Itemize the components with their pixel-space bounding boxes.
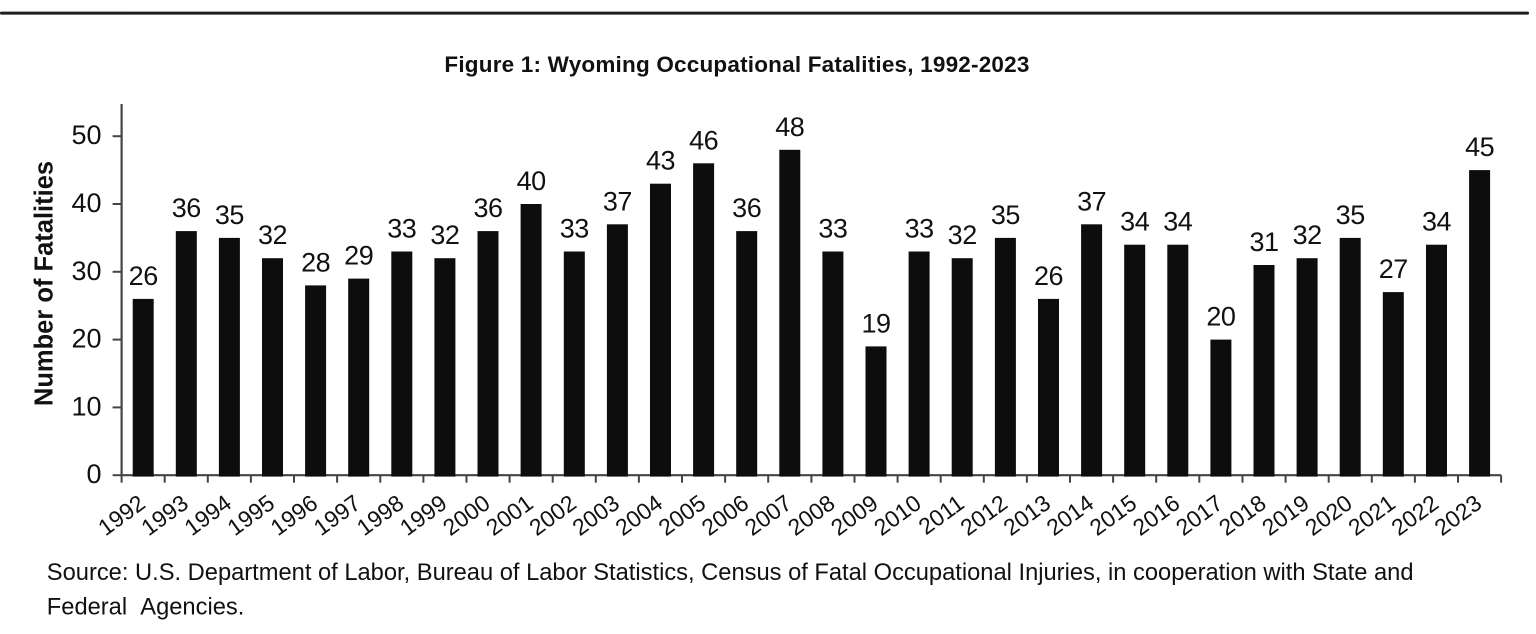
svg-text:36: 36 bbox=[732, 193, 761, 223]
svg-text:46: 46 bbox=[689, 125, 718, 155]
svg-text:35: 35 bbox=[991, 200, 1020, 230]
svg-text:33: 33 bbox=[387, 214, 416, 244]
svg-text:48: 48 bbox=[775, 112, 804, 142]
svg-text:30: 30 bbox=[71, 256, 101, 286]
svg-text:26: 26 bbox=[1034, 261, 1063, 291]
svg-text:28: 28 bbox=[301, 247, 330, 277]
svg-text:27: 27 bbox=[1379, 254, 1408, 284]
svg-text:0: 0 bbox=[86, 459, 101, 489]
svg-text:33: 33 bbox=[560, 214, 589, 244]
svg-text:34: 34 bbox=[1120, 207, 1150, 237]
svg-text:40: 40 bbox=[71, 188, 101, 218]
svg-text:36: 36 bbox=[172, 193, 201, 223]
svg-text:26: 26 bbox=[129, 261, 158, 291]
svg-text:37: 37 bbox=[603, 186, 632, 216]
svg-text:19: 19 bbox=[861, 308, 890, 338]
svg-text:34: 34 bbox=[1422, 207, 1452, 237]
svg-text:45: 45 bbox=[1465, 132, 1494, 162]
svg-text:20: 20 bbox=[71, 324, 101, 354]
svg-text:32: 32 bbox=[258, 220, 287, 250]
svg-text:33: 33 bbox=[905, 214, 934, 244]
svg-text:32: 32 bbox=[430, 220, 459, 250]
svg-text:35: 35 bbox=[215, 200, 244, 230]
svg-text:10: 10 bbox=[71, 391, 101, 421]
svg-text:Figure 1: Wyoming Occupational: Figure 1: Wyoming Occupational Fatalitie… bbox=[444, 52, 1029, 77]
svg-text:40: 40 bbox=[517, 166, 546, 196]
svg-text:35: 35 bbox=[1336, 200, 1365, 230]
svg-text:29: 29 bbox=[344, 241, 373, 271]
svg-text:Number of Fatalities: Number of Fatalities bbox=[30, 161, 58, 406]
svg-text:31: 31 bbox=[1249, 227, 1278, 257]
svg-text:32: 32 bbox=[948, 220, 977, 250]
svg-text:34: 34 bbox=[1163, 207, 1193, 237]
svg-text:33: 33 bbox=[818, 214, 847, 244]
svg-text:32: 32 bbox=[1293, 220, 1322, 250]
svg-text:50: 50 bbox=[71, 120, 101, 150]
svg-text:37: 37 bbox=[1077, 186, 1106, 216]
svg-text:Federal Agencies.: Federal Agencies. bbox=[47, 595, 245, 621]
svg-text:36: 36 bbox=[473, 193, 502, 223]
svg-text:43: 43 bbox=[646, 146, 675, 176]
svg-text:20: 20 bbox=[1206, 302, 1235, 332]
svg-text:Source: U.S. Department of Lab: Source: U.S. Department of Labor, Bureau… bbox=[47, 560, 1414, 586]
